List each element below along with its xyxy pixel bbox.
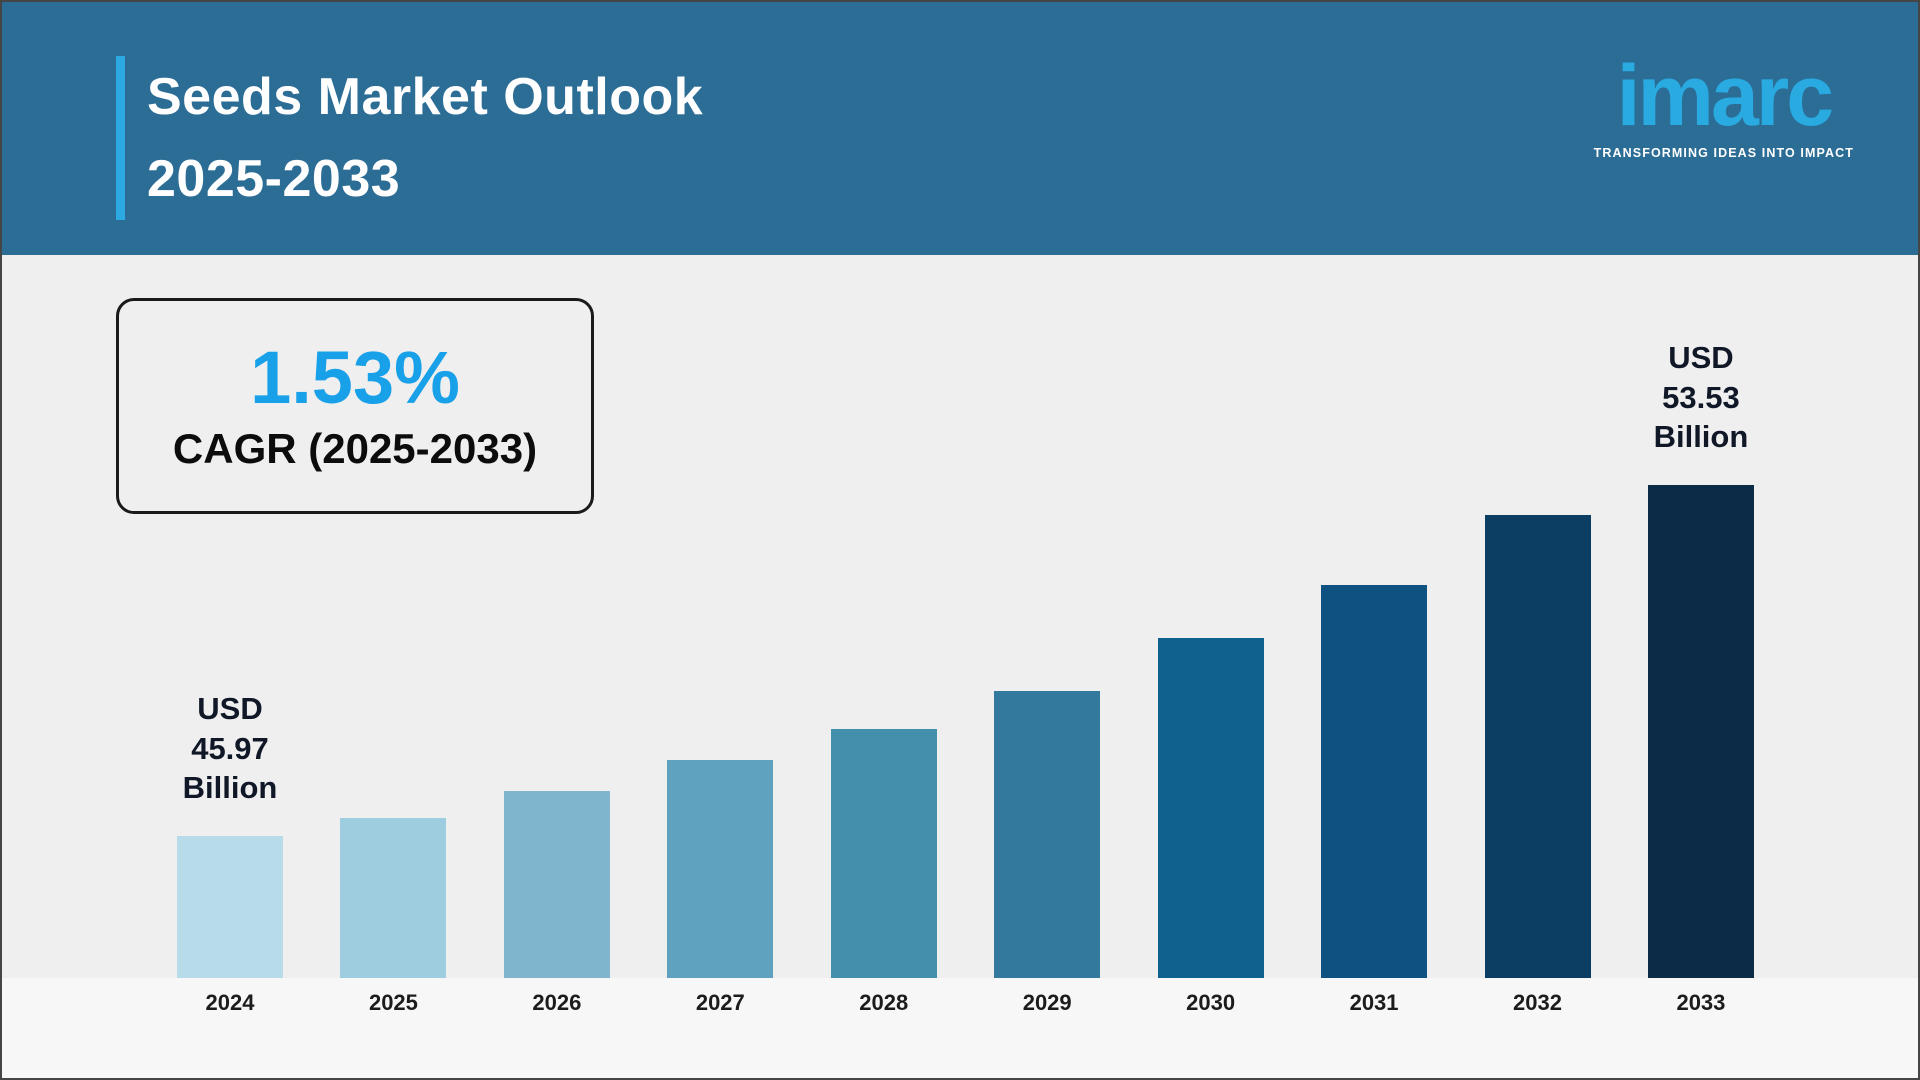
bar-2028 xyxy=(830,729,937,978)
bar-column: 2028 xyxy=(830,338,937,1015)
bar-column: USD 45.97 Billion 2024 xyxy=(177,338,283,1015)
chart-area: 1.53% CAGR (2025-2033) USD 45.97 Billion… xyxy=(2,255,1918,1078)
header: Seeds Market Outlook 2025-2033 imarc TRA… xyxy=(2,2,1918,255)
bar-column: 2031 xyxy=(1321,338,1428,1015)
x-axis-label: 2032 xyxy=(1513,990,1562,1015)
x-axis-label: 2027 xyxy=(695,990,745,1015)
imarc-logo-tagline: TRANSFORMING IDEAS INTO IMPACT xyxy=(1593,146,1854,160)
cagr-box: 1.53% CAGR (2025-2033) xyxy=(116,298,594,514)
bar-column: 2029 xyxy=(994,338,1101,1015)
bar-column: 2032 xyxy=(1484,338,1591,1015)
bar-2027 xyxy=(667,760,774,978)
page-title-line2: 2025-2033 xyxy=(147,150,401,208)
bar-value-label: USD 53.53 Billion xyxy=(1653,340,1749,455)
imarc-logo: imarc TRANSFORMING IDEAS INTO IMPACT xyxy=(1594,50,1854,160)
title-block: Seeds Market Outlook 2025-2033 xyxy=(116,56,703,220)
cagr-value: 1.53% xyxy=(250,336,460,420)
page-title-line1: Seeds Market Outlook xyxy=(147,68,704,126)
bar-column: USD 53.53 Billion 2033 xyxy=(1647,338,1754,1015)
x-axis-label: 2033 xyxy=(1676,990,1726,1015)
bar-2031 xyxy=(1321,585,1428,978)
bar-2033 xyxy=(1647,485,1754,978)
x-axis-label: 2028 xyxy=(859,990,909,1015)
page-title: Seeds Market Outlook 2025-2033 xyxy=(147,56,703,220)
cagr-label: CAGR (2025-2033) xyxy=(172,424,538,472)
bar-column: 2026 xyxy=(503,338,610,1015)
bar-column: 2027 xyxy=(667,338,774,1015)
bar-2026 xyxy=(503,791,610,978)
bar-value-label: USD 45.97 Billion xyxy=(182,690,278,806)
title-accent-bar xyxy=(116,56,125,220)
x-axis-label: 2029 xyxy=(1022,990,1072,1015)
chart-baseline-strip xyxy=(2,978,1918,1078)
imarc-logo-text: imarc xyxy=(1616,48,1835,144)
x-axis-label: 2030 xyxy=(1186,990,1236,1015)
bar-2024 xyxy=(177,836,283,978)
x-axis-label: 2026 xyxy=(532,990,582,1015)
x-axis-label: 2031 xyxy=(1349,990,1399,1015)
x-axis-label: 2025 xyxy=(368,990,418,1015)
x-axis-label: 2024 xyxy=(205,990,255,1015)
bar-column: 2030 xyxy=(1157,338,1264,1015)
bar-2032 xyxy=(1484,515,1591,978)
bar-column: 2025 xyxy=(340,338,447,1015)
bar-2030 xyxy=(1157,638,1264,978)
bar-2029 xyxy=(994,691,1101,978)
bar-chart: USD 45.97 Billion 2024 2025 2026 2027 2028 202… xyxy=(177,338,1754,1015)
bar-2025 xyxy=(340,818,447,978)
